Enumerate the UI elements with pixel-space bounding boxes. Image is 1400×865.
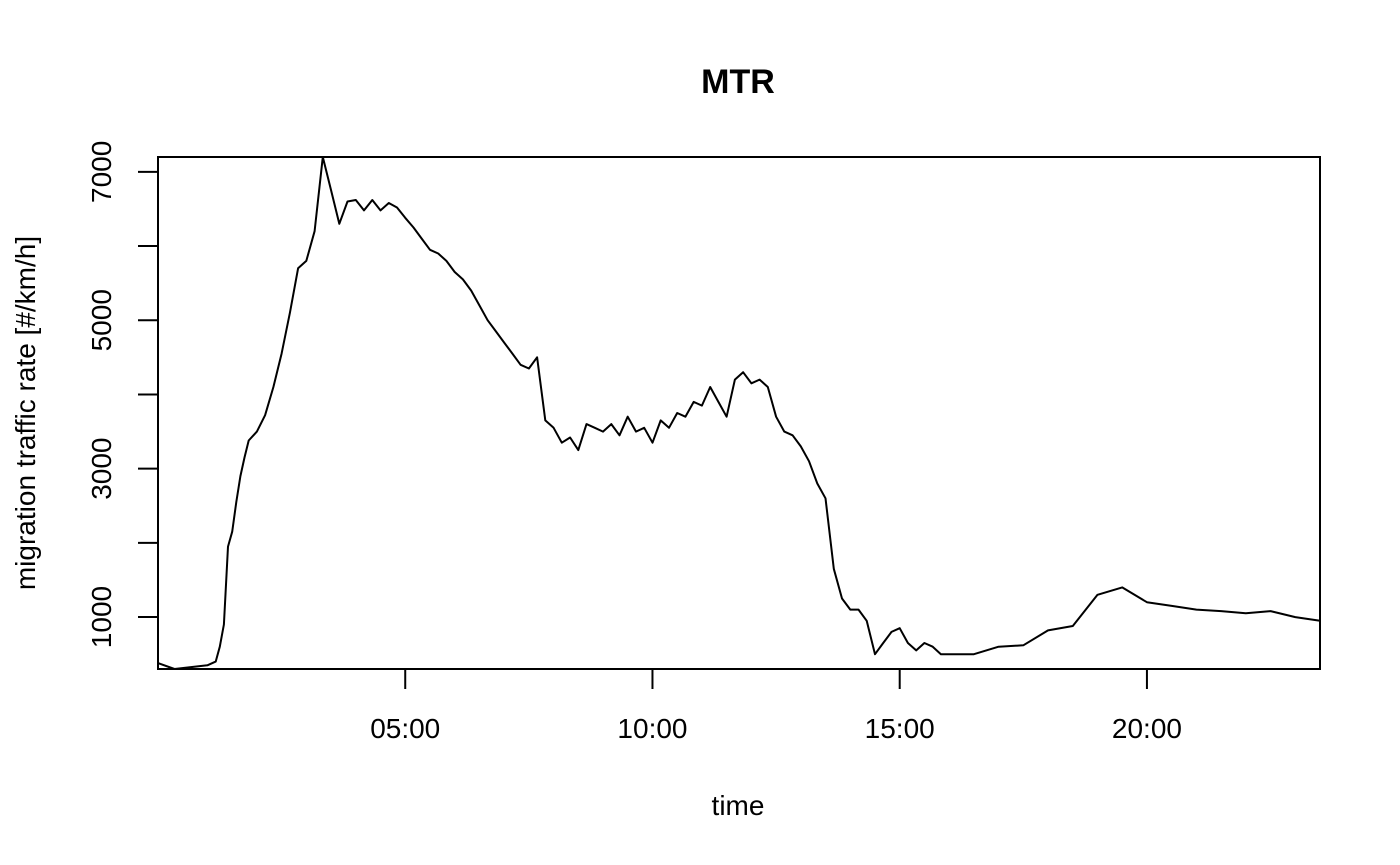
series-line <box>157 156 1321 670</box>
x-tick-label: 10:00 <box>617 713 687 744</box>
y-axis-label: migration traffic rate [#/km/h] <box>10 236 41 590</box>
x-axis: 05:00 10:00 15:00 20:00 <box>370 669 1182 744</box>
x-tick-label: 15:00 <box>865 713 935 744</box>
x-tick-label: 20:00 <box>1112 713 1182 744</box>
chart-title: MTR <box>701 63 775 101</box>
plot-frame <box>157 156 1321 670</box>
x-tick-label: 05:00 <box>370 713 440 744</box>
y-tick-label: 7000 <box>86 141 117 203</box>
y-tick-label: 5000 <box>86 289 117 351</box>
x-axis-label: time <box>712 790 765 821</box>
y-tick-label: 3000 <box>86 438 117 500</box>
y-axis: 1000 3000 5000 7000 <box>86 141 158 648</box>
y-tick-label: 1000 <box>86 586 117 648</box>
